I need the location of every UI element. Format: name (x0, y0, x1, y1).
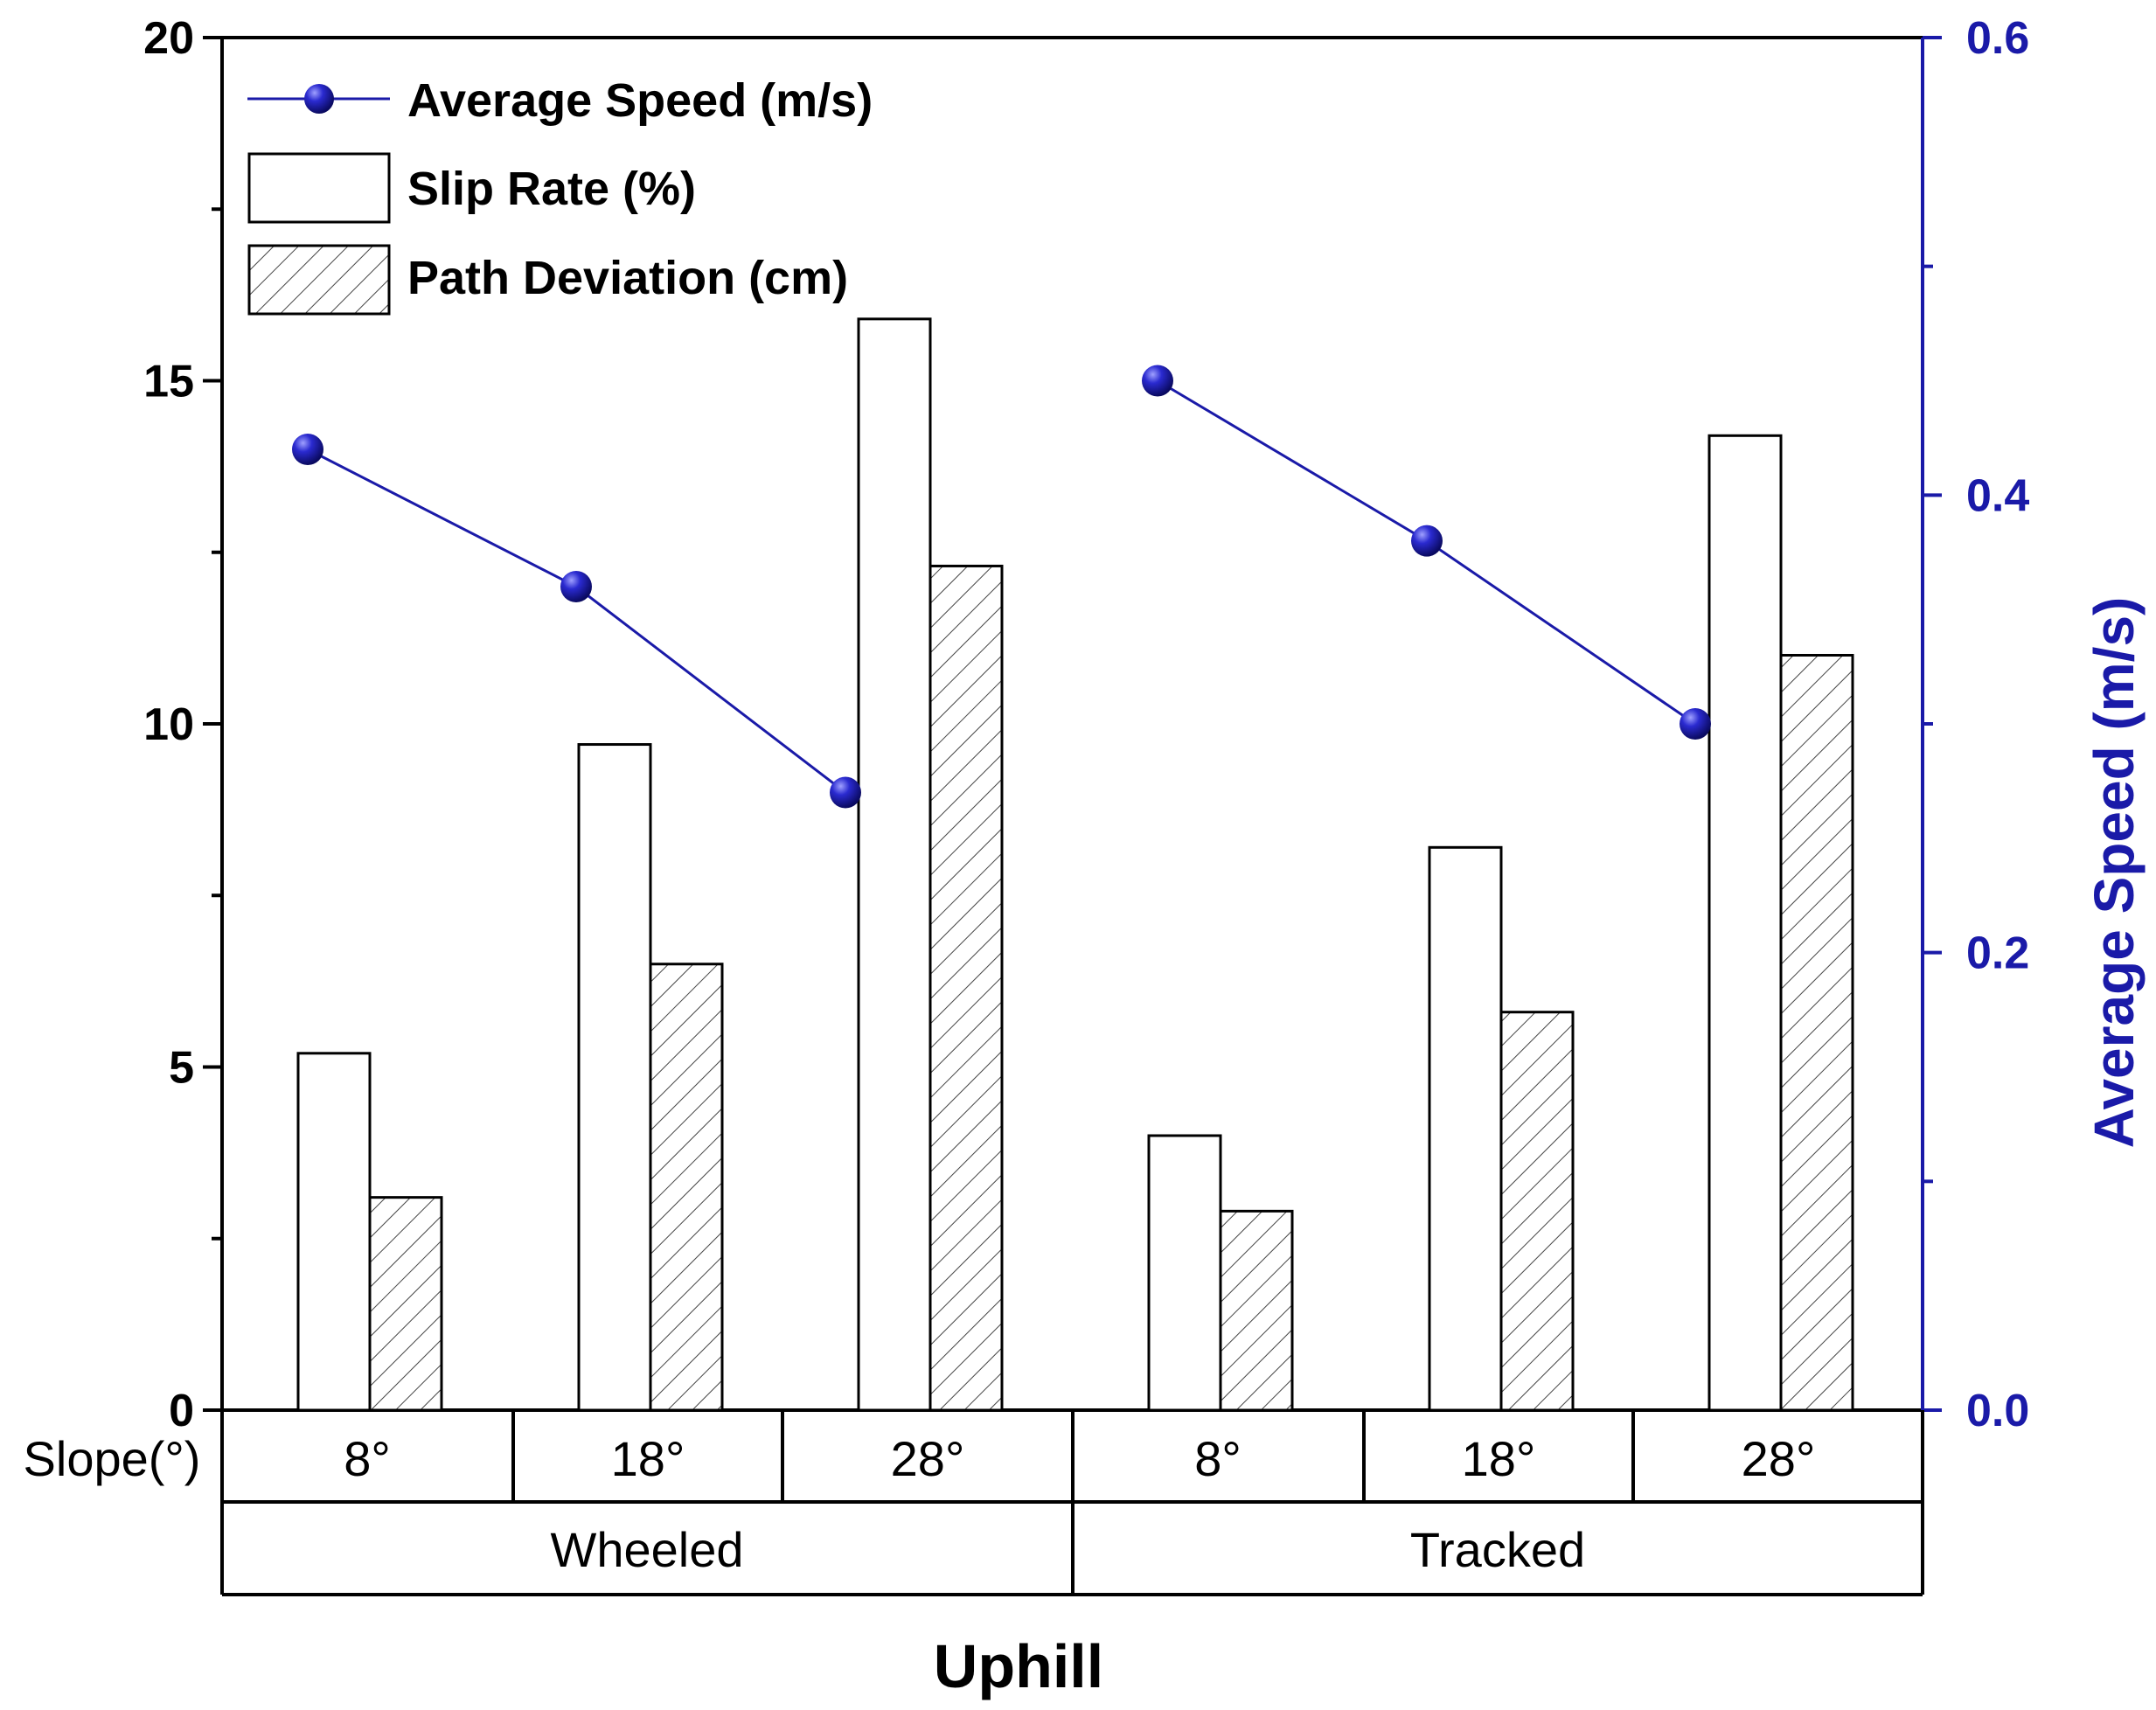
speed-line (307, 448, 846, 794)
legend-label-slip: Slip Rate (%) (407, 163, 696, 215)
speed-line-layer (292, 365, 1711, 809)
bars-layer (296, 317, 1854, 1412)
right-tick-label: 0.6 (1966, 13, 2029, 64)
bar-slip-rate (1707, 434, 1783, 1412)
speed-point (1411, 525, 1443, 557)
group-label-tracked: Tracked (1410, 1522, 1585, 1577)
plot-frame (220, 36, 1924, 1412)
category-label: 18° (1462, 1431, 1536, 1486)
right-tick-label: 0.4 (1966, 470, 2029, 521)
speed-point (292, 434, 323, 465)
category-labels: 8° 18° 28° 8° 18° 28° (344, 1431, 1815, 1486)
category-table (220, 1410, 1924, 1596)
bar-path-deviation (1499, 1011, 1575, 1412)
speed-point (830, 776, 861, 809)
left-y-axis: 0 5 10 15 20 (143, 13, 222, 1436)
bar-path-deviation (1779, 654, 1854, 1412)
bar-slip-rate (577, 743, 652, 1412)
right-tick-label: 0.0 (1966, 1386, 2029, 1436)
bar-slip-rate (1428, 845, 1503, 1412)
left-tick-label: 5 (169, 1043, 194, 1094)
category-label: 28° (1742, 1431, 1816, 1486)
speed-point (560, 571, 592, 602)
left-tick-label: 20 (143, 13, 194, 64)
category-label: 28° (891, 1431, 965, 1486)
bar-slip-rate (857, 317, 932, 1412)
legend: Average Speed (m/s) Slip Rate (%) Path D… (247, 74, 873, 316)
chart-title: Uphill (934, 1632, 1103, 1700)
speed-point (1680, 708, 1711, 740)
bar-path-deviation (1219, 1209, 1294, 1412)
legend-label-deviation: Path Deviation (cm) (407, 252, 848, 304)
bar-path-deviation (928, 564, 1004, 1412)
left-tick-label: 15 (143, 357, 194, 407)
right-y-axis: 0.0 0.2 0.4 0.6 (1923, 13, 2029, 1436)
slope-axis-label: Slope(°) (24, 1431, 201, 1486)
category-label: 8° (1194, 1431, 1241, 1486)
bar-slip-rate (296, 1052, 372, 1412)
bar-path-deviation (368, 1196, 443, 1412)
speed-point (1142, 365, 1173, 397)
right-axis-label: Average Speed (m/s) (2083, 597, 2146, 1149)
left-tick-label: 10 (143, 699, 194, 750)
category-label: 18° (611, 1431, 685, 1486)
left-tick-label: 0 (169, 1386, 194, 1436)
legend-swatch-slip (247, 152, 391, 224)
legend-marker-swatch (304, 84, 334, 114)
group-label-wheeled: Wheeled (550, 1522, 743, 1577)
legend-label-speed: Average Speed (m/s) (407, 74, 873, 127)
category-label: 8° (344, 1431, 391, 1486)
legend-swatch-deviation (247, 244, 391, 316)
bar-path-deviation (649, 963, 724, 1412)
right-tick-label: 0.2 (1966, 928, 2029, 979)
bar-slip-rate (1147, 1134, 1222, 1412)
